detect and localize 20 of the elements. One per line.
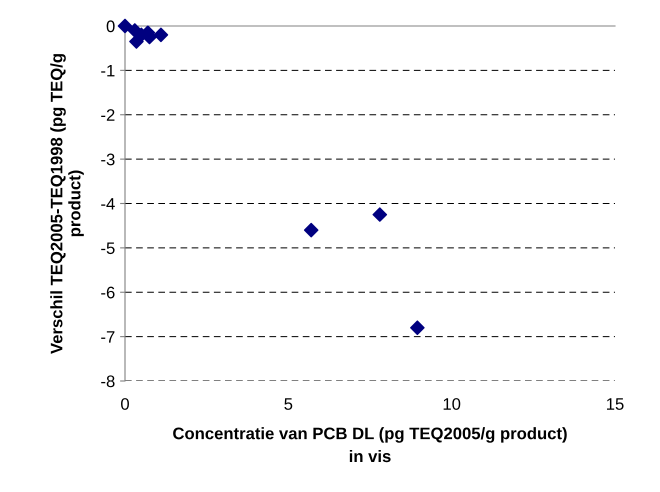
point bbox=[372, 207, 388, 222]
x-tick-label: 0 bbox=[121, 398, 129, 410]
x-tick-label: 5 bbox=[284, 398, 292, 410]
y-axis-title: Verschil TEQ2005-TEQ1998 (pg TEQ/g product) bbox=[50, 54, 84, 354]
x-tick-label: 15 bbox=[607, 398, 624, 410]
y-tick-label: -5 bbox=[101, 242, 115, 254]
y-tick-label: -6 bbox=[101, 286, 115, 298]
y-tick-label: -8 bbox=[101, 375, 115, 388]
point bbox=[154, 28, 168, 42]
x-axis-title: Concentratie van PCB DL (pg TEQ2005/g product) in vis bbox=[173, 427, 567, 462]
y-tick-label: -4 bbox=[101, 198, 115, 210]
point bbox=[118, 18, 132, 34]
y-tick-label: -2 bbox=[101, 109, 114, 121]
y-tick-label: -7 bbox=[101, 331, 114, 343]
point bbox=[410, 320, 425, 336]
x-tick-label: 10 bbox=[444, 398, 460, 410]
y-tick-label: 0 bbox=[106, 20, 115, 32]
y-tick-label: -1 bbox=[101, 64, 114, 76]
y-tick-label: -3 bbox=[101, 154, 115, 166]
point bbox=[304, 222, 318, 238]
